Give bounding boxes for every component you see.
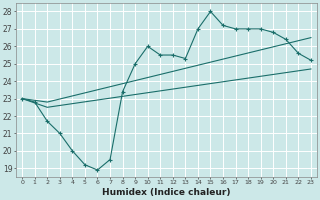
X-axis label: Humidex (Indice chaleur): Humidex (Indice chaleur): [102, 188, 231, 197]
